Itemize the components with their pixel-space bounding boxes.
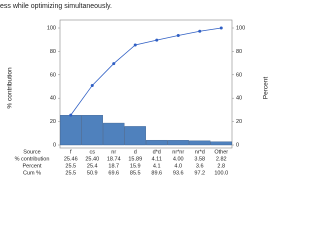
table-cell: 50.9 <box>87 170 98 176</box>
y2-tick-label: 60 <box>236 72 242 78</box>
y-tick-label: 20 <box>50 119 56 125</box>
category-label: Other <box>214 149 228 155</box>
row-label: Percent <box>23 163 42 169</box>
chart: ess while optimizing simultaneously. % c… <box>0 3 270 177</box>
table-cell: 25.4 <box>87 163 98 169</box>
table-cell: 69.6 <box>108 170 119 176</box>
category-label: nr*nr <box>172 149 184 155</box>
y-tick-label: 100 <box>47 25 56 31</box>
y-tick-label: 0 <box>53 142 56 148</box>
row-header: Source <box>23 149 40 155</box>
table-cell: 18.7 <box>108 163 119 169</box>
table-cell: 4.00 <box>173 156 184 162</box>
bar <box>81 115 103 146</box>
cumulative-line <box>70 27 222 116</box>
top-text: ess while optimizing simultaneously. <box>0 3 112 10</box>
bar <box>103 122 125 146</box>
bar <box>167 140 189 146</box>
cumulative-marker <box>155 38 159 42</box>
bar <box>60 115 82 146</box>
row-label: Cum % <box>23 170 41 176</box>
cumulative-marker <box>176 33 180 37</box>
y2-axis-title: Percent <box>263 77 270 100</box>
y-tick-label: 80 <box>50 49 56 55</box>
table-cell: 25.5 <box>65 163 76 169</box>
bar <box>189 140 211 146</box>
table-cell: 25.46 <box>64 156 78 162</box>
bar <box>210 141 232 146</box>
table-cell: 3.58 <box>194 156 205 162</box>
y2-tick-label: 80 <box>236 49 242 55</box>
table-cell: 25.5 <box>65 170 76 176</box>
table-cell: 15.89 <box>128 156 142 162</box>
category-label: f <box>70 149 72 155</box>
table-cell: 4.1 <box>153 163 161 169</box>
y-axis-title: % contribution <box>7 67 14 109</box>
category-label: nr*d <box>195 149 205 155</box>
table-cell: 4.0 <box>174 163 182 169</box>
cumulative-marker <box>69 113 73 117</box>
table-cell: 4.11 <box>152 156 162 162</box>
y-tick-label: 60 <box>50 72 56 78</box>
y-tick-label: 40 <box>50 96 56 102</box>
row-label: % contribution <box>15 156 50 162</box>
category-label: nr <box>111 149 116 155</box>
cumulative-marker <box>112 62 116 66</box>
cumulative-marker <box>133 43 137 47</box>
table-cell: 25.40 <box>85 156 99 162</box>
y2-tick-label: 100 <box>236 25 245 31</box>
plot-frame <box>59 19 233 149</box>
table-cell: 97.2 <box>194 170 205 176</box>
y2-tick-label: 40 <box>236 96 242 102</box>
cumulative-marker <box>219 26 223 30</box>
table-cell: 93.6 <box>173 170 184 176</box>
y2-tick-label: 20 <box>236 119 242 125</box>
category-label: cs <box>90 149 96 155</box>
table-cell: 89.6 <box>151 170 162 176</box>
table-cell: 18.74 <box>107 156 121 162</box>
cumulative-marker <box>198 29 202 33</box>
bar <box>124 126 146 146</box>
table-cell: 2.82 <box>216 156 227 162</box>
bar <box>146 139 168 146</box>
table-cell: 85.5 <box>130 170 141 176</box>
table-cell: 15.9 <box>130 163 141 169</box>
cumulative-marker <box>90 83 94 87</box>
table-cell: 2.8 <box>217 163 225 169</box>
table-cell: 3.6 <box>196 163 204 169</box>
category-label: d <box>134 149 137 155</box>
y2-tick-label: 0 <box>236 142 239 148</box>
page: ess while optimizing simultaneously. % c… <box>0 2 270 177</box>
table-cell: 100.0 <box>214 170 228 176</box>
category-label: d*d <box>153 149 161 155</box>
